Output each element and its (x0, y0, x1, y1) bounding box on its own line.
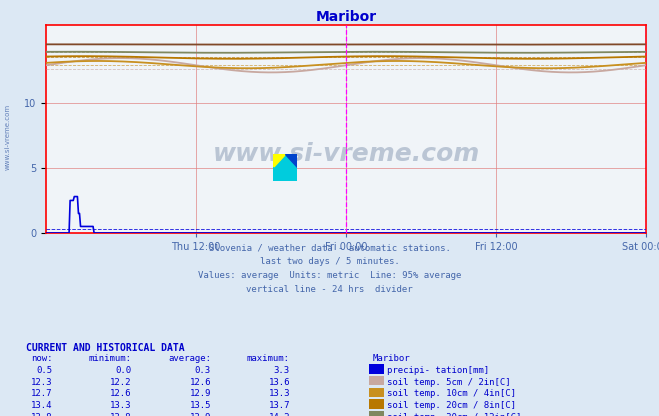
Text: 0.5: 0.5 (37, 366, 53, 375)
Text: 12.3: 12.3 (31, 378, 53, 387)
Polygon shape (273, 168, 285, 181)
Text: last two days / 5 minutes.: last two days / 5 minutes. (260, 257, 399, 266)
Text: 0.0: 0.0 (116, 366, 132, 375)
Text: 13.5: 13.5 (189, 401, 211, 410)
Text: average:: average: (168, 354, 211, 364)
Polygon shape (285, 154, 297, 168)
Text: Maribor: Maribor (372, 354, 410, 364)
Text: 3.3: 3.3 (274, 366, 290, 375)
Text: 12.2: 12.2 (110, 378, 132, 387)
Text: soil temp. 30cm / 12in[C]: soil temp. 30cm / 12in[C] (387, 413, 521, 416)
Text: Values: average  Units: metric  Line: 95% average: Values: average Units: metric Line: 95% … (198, 271, 461, 280)
Polygon shape (273, 154, 285, 168)
Text: soil temp. 10cm / 4in[C]: soil temp. 10cm / 4in[C] (387, 389, 516, 399)
Text: 12.6: 12.6 (110, 389, 132, 399)
Text: 13.8: 13.8 (31, 413, 53, 416)
Text: soil temp. 20cm / 8in[C]: soil temp. 20cm / 8in[C] (387, 401, 516, 410)
Text: 12.7: 12.7 (31, 389, 53, 399)
Title: Maribor: Maribor (316, 10, 376, 24)
Text: 13.3: 13.3 (268, 389, 290, 399)
Text: soil temp. 5cm / 2in[C]: soil temp. 5cm / 2in[C] (387, 378, 511, 387)
Text: CURRENT AND HISTORICAL DATA: CURRENT AND HISTORICAL DATA (26, 343, 185, 353)
Text: 0.3: 0.3 (195, 366, 211, 375)
Text: precipi- tation[mm]: precipi- tation[mm] (387, 366, 489, 375)
Text: 13.4: 13.4 (31, 401, 53, 410)
Text: 13.8: 13.8 (110, 413, 132, 416)
Text: 12.6: 12.6 (189, 378, 211, 387)
Text: 14.2: 14.2 (268, 413, 290, 416)
Text: vertical line - 24 hrs  divider: vertical line - 24 hrs divider (246, 285, 413, 294)
Text: maximum:: maximum: (247, 354, 290, 364)
Text: 12.9: 12.9 (189, 389, 211, 399)
Text: 13.6: 13.6 (268, 378, 290, 387)
Text: 13.9: 13.9 (189, 413, 211, 416)
Text: www.si-vreme.com: www.si-vreme.com (5, 104, 11, 170)
Text: www.si-vreme.com: www.si-vreme.com (212, 142, 480, 166)
Polygon shape (273, 154, 297, 181)
Text: minimum:: minimum: (89, 354, 132, 364)
Text: now:: now: (31, 354, 53, 364)
Text: 13.7: 13.7 (268, 401, 290, 410)
Text: 13.3: 13.3 (110, 401, 132, 410)
Text: Slovenia / weather data - automatic stations.: Slovenia / weather data - automatic stat… (208, 243, 451, 253)
